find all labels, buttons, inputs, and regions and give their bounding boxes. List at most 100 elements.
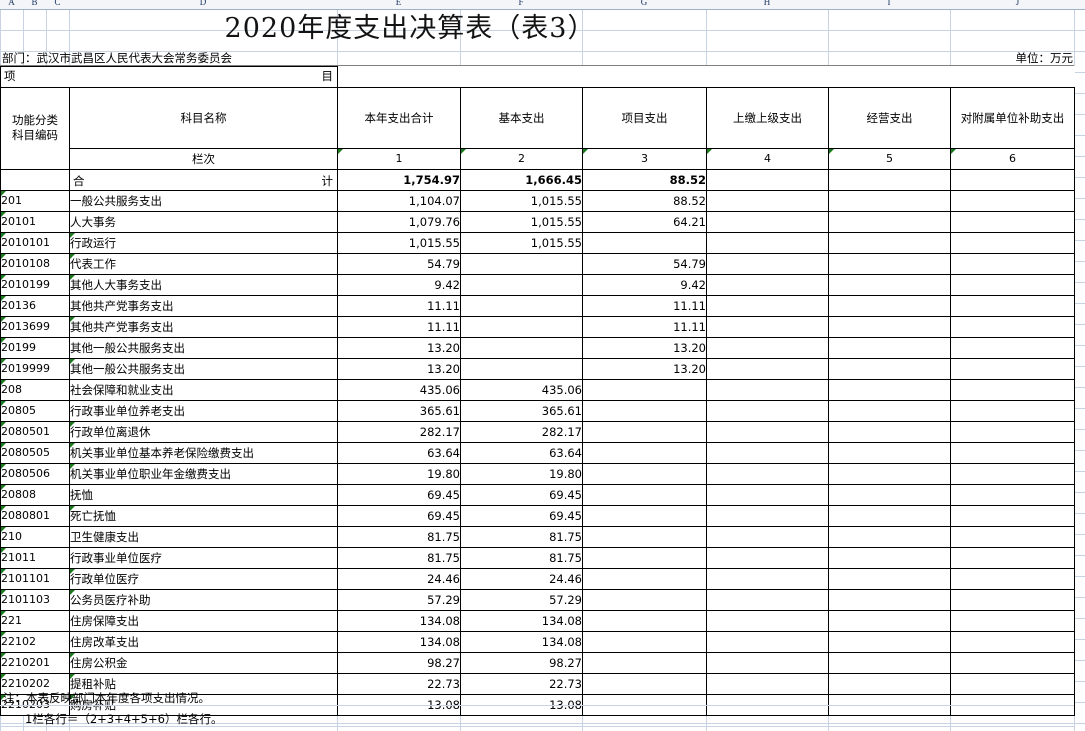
code-group-line1: 功能分类 [12,113,58,127]
table-row: 20101 人大事务 1,079.76 1,015.55 64.21 [0,210,1075,233]
row-value-1: 282.17 [460,420,583,443]
row-value-5 [950,567,1075,590]
row-value-1: 1,015.55 [460,210,583,233]
table-row-total: 合 计 1,754.97 1,666.45 88.52 [0,168,1075,191]
total-value-2: 88.52 [582,168,707,191]
col-header-5: 对附属单位补助支出 [950,86,1075,149]
grid-row-line [0,723,1085,724]
column-letter-e[interactable]: E [395,0,402,7]
row-value-5 [950,294,1075,317]
code-group-header: 功能分类 科目编码 [0,86,70,170]
row-value-1: 1,015.55 [460,189,583,212]
row-value-0: 134.08 [337,630,461,653]
column-header-strip[interactable]: A B C D E F G H I J [0,0,1085,10]
row-code-cell: 20808 [0,483,70,506]
table-row: 20199 其他一般公共服务支出 13.20 13.20 [0,336,1075,359]
row-value-1: 81.75 [460,525,583,548]
column-letter-h[interactable]: H [763,0,771,7]
row-value-4 [828,336,951,359]
row-value-5 [950,462,1075,485]
note-divider-1 [0,705,1074,706]
row-code-cell: 2010199 [0,273,70,296]
column-letter-g[interactable]: G [640,0,648,7]
row-value-0: 81.75 [337,525,461,548]
row-value-2 [582,231,707,254]
column-index-5: 5 [828,147,951,170]
row-value-2 [582,441,707,464]
row-code-cell: 2013699 [0,315,70,338]
column-letter-c[interactable]: C [54,0,61,7]
table-row: 2080505 机关事业单位基本养老保险缴费支出 63.64 63.64 [0,441,1075,464]
row-code-cell: 21011 [0,546,70,569]
row-value-3 [706,315,829,338]
row-value-2 [582,672,707,695]
column-letter-f[interactable]: F [518,0,524,7]
row-value-2 [582,420,707,443]
row-value-1: 435.06 [460,378,583,401]
table-row: 22102 住房改革支出 134.08 134.08 [0,630,1075,653]
row-name-cell: 住房改革支出 [69,630,338,653]
row-value-5 [950,630,1075,653]
row-value-4 [828,231,951,254]
table-row: 2019999 其他一般公共服务支出 13.20 13.20 [0,357,1075,380]
row-code-cell: 201 [0,189,70,212]
row-value-1: 1,015.55 [460,231,583,254]
row-value-0: 24.46 [337,567,461,590]
total-label-cell: 合 计 [69,168,338,191]
table-row: 20805 行政事业单位养老支出 365.61 365.61 [0,399,1075,422]
row-name-cell: 社会保障和就业支出 [69,378,338,401]
column-letter-b[interactable]: B [31,0,38,7]
column-letter-i[interactable]: I [887,0,891,7]
col-header-2: 项目支出 [582,86,707,149]
row-value-5 [950,483,1075,506]
row-value-0: 57.29 [337,588,461,611]
row-value-3 [706,399,829,422]
total-value-4 [828,168,951,191]
col-header-4: 经营支出 [828,86,951,149]
total-value-3 [706,168,829,191]
row-value-5 [950,651,1075,674]
row-value-0: 98.27 [337,651,461,674]
expenditure-table: 项 目 功能分类 科目编码 科目名称 本年支出合计 基本支出 项目支出 [0,66,1075,716]
row-value-3 [706,672,829,695]
row-value-1: 134.08 [460,630,583,653]
row-value-0: 69.45 [337,483,461,506]
col-header-0: 本年支出合计 [337,86,461,149]
row-value-4 [828,567,951,590]
row-value-0: 19.80 [337,462,461,485]
row-value-1: 63.64 [460,441,583,464]
row-name-cell: 卫生健康支出 [69,525,338,548]
row-value-2: 13.20 [582,336,707,359]
row-code-cell: 2010101 [0,231,70,254]
row-code-cell: 20805 [0,399,70,422]
row-name-cell: 其他共产党事务支出 [69,315,338,338]
row-name-cell: 代表工作 [69,252,338,275]
row-name-cell: 公务员医疗补助 [69,588,338,611]
column-index-3: 3 [582,147,707,170]
column-letter-d[interactable]: D [199,0,207,7]
row-name-cell: 抚恤 [69,483,338,506]
row-name-cell: 机关事业单位基本养老保险缴费支出 [69,441,338,464]
row-value-3 [706,609,829,632]
column-index-1: 1 [337,147,461,170]
row-value-2 [582,588,707,611]
row-value-0: 134.08 [337,609,461,632]
row-code-cell: 20199 [0,336,70,359]
row-value-4 [828,378,951,401]
row-value-5 [950,252,1075,275]
table-row: 2010199 其他人大事务支出 9.42 9.42 [0,273,1075,296]
row-value-3 [706,378,829,401]
row-value-0: 282.17 [337,420,461,443]
row-value-5 [950,504,1075,527]
row-value-0: 435.06 [337,378,461,401]
unit-label: 单位：万元 [1015,51,1074,65]
column-letter-a[interactable]: A [8,0,15,7]
row-code-cell: 2101103 [0,588,70,611]
row-value-3 [706,546,829,569]
column-letter-j[interactable]: J [1015,0,1020,7]
row-value-2 [582,651,707,674]
row-name-cell: 其他共产党事务支出 [69,294,338,317]
table-row: 208 社会保障和就业支出 435.06 435.06 [0,378,1075,401]
row-value-0: 54.79 [337,252,461,275]
